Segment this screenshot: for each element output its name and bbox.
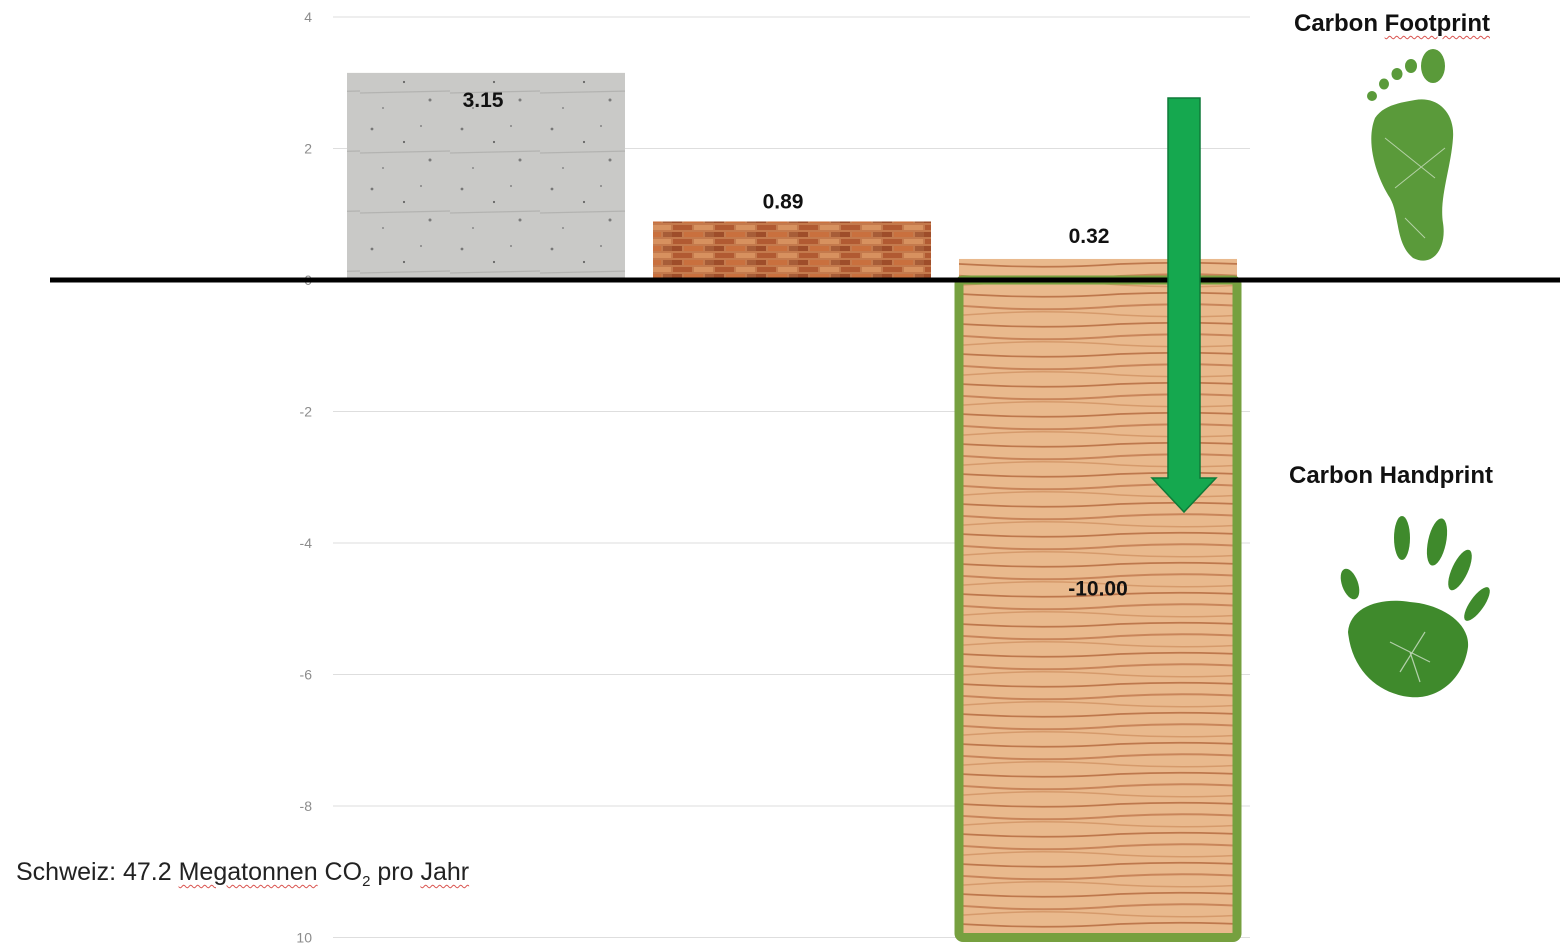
y-tick-label: 10 xyxy=(296,930,312,945)
footnote-part5: Jahr xyxy=(420,858,470,886)
handprint-title: Carbon Handprint xyxy=(1289,462,1493,489)
footnote-part2: Megatonnen xyxy=(178,858,318,886)
bar-brick xyxy=(653,221,931,280)
y-tick-label: 4 xyxy=(304,9,312,25)
footnote-part1: Schweiz: 47.2 xyxy=(16,858,179,886)
y-tick-label: -4 xyxy=(300,535,313,551)
footnote-part4: pro xyxy=(370,858,421,886)
footprint-title-part2: Footprint xyxy=(1384,10,1490,37)
y-tick-label: -2 xyxy=(300,404,313,420)
footprint-icon xyxy=(1367,49,1454,261)
footprint-title: Carbon Footprint xyxy=(1294,10,1490,38)
handprint-icon xyxy=(1340,516,1490,698)
data-label-negative: -10.00 xyxy=(1068,578,1128,601)
y-tick-label: -8 xyxy=(300,798,313,814)
data-label: 0.89 xyxy=(763,190,804,213)
footprint-title-part1: Carbon xyxy=(1294,10,1385,37)
footnote-part3: CO xyxy=(317,858,363,886)
data-label: 3.15 xyxy=(463,89,504,112)
y-tick-label: -6 xyxy=(300,667,313,683)
data-label: 0.32 xyxy=(1069,225,1110,248)
arrow-down-icon xyxy=(1150,97,1218,514)
bar-concrete xyxy=(347,72,625,280)
footnote-emissions: Schweiz: 47.2 Megatonnen CO2 pro Jahr xyxy=(16,858,469,890)
footnote-subscript: 2 xyxy=(362,873,371,890)
y-tick-label: 2 xyxy=(304,141,312,157)
